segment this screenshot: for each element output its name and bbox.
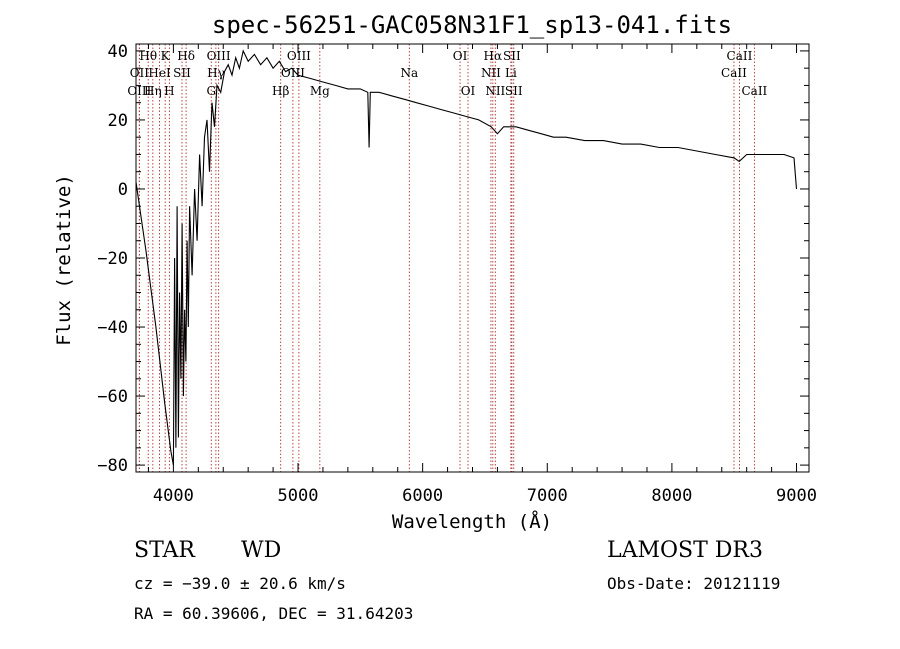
line-label-9: OIII — [207, 49, 231, 63]
line-label-15: Mg — [310, 84, 330, 98]
x-tick-label-8000: 8000 — [651, 486, 692, 506]
line-label-18: OI — [461, 84, 476, 98]
chart-title: spec-56251-GAC058N31F1_sp13-041.fits — [212, 11, 732, 39]
line-label-20: NII — [481, 66, 501, 80]
coordinates: RA = 60.39606, DEC = 31.64203 — [134, 604, 414, 623]
line-label-13: OIII — [281, 66, 305, 80]
y-tick-label--80: −80 — [97, 456, 128, 476]
y-axis-label: Flux (relative) — [53, 174, 75, 346]
x-axis-label: Wavelength (Å) — [392, 510, 552, 533]
line-label-25: CaII — [727, 49, 753, 63]
line-label-16: Na — [400, 66, 418, 80]
spectrum-series-line — [135, 49, 798, 466]
axis-ticks: 4000 5000 6000 7000 8000 9000 −80 −60 −40 −20 0 20 4… — [97, 42, 817, 506]
line-label-7: Hδ — [177, 49, 195, 63]
y-tick-label-20: 20 — [108, 111, 128, 131]
line-label-23: Li — [505, 66, 517, 80]
line-label-12: OIII — [287, 49, 311, 63]
line-label-11: G — [206, 84, 216, 98]
x-tick-label-5000: 5000 — [278, 486, 319, 506]
line-label-6: H — [164, 84, 174, 98]
x-tick-label-4000: 4000 — [153, 486, 194, 506]
plot-frame — [135, 43, 810, 473]
y-tick-label-40: 40 — [108, 42, 128, 62]
line-label-27: CaII — [741, 84, 767, 98]
x-tick-label-6000: 6000 — [402, 486, 443, 506]
survey-label: LAMOST DR3 — [607, 538, 763, 563]
line-labels-layer: Hθ OII OIII K HeI Hη H Hδ SII OIII Hγ G OIII OIII Hβ Mg… — [127, 49, 767, 98]
line-label-8: SII — [173, 66, 191, 80]
y-tick-label--60: −60 — [97, 387, 128, 407]
observation-date: Obs-Date: 20121119 — [607, 574, 781, 593]
y-tick-label--40: −40 — [97, 318, 128, 338]
y-tick-label-0: 0 — [118, 180, 128, 200]
line-label-1: OII — [130, 66, 150, 80]
emission-lines-layer — [138, 44, 755, 472]
y-tick-label--20: −20 — [97, 249, 128, 269]
spectrum-chart: spec-56251-GAC058N31F1_sp13-041.fits Hθ O… — [53, 11, 817, 533]
line-label-21: NII — [485, 84, 505, 98]
object-class: STAR — [134, 538, 195, 563]
line-label-14: Hβ — [272, 84, 289, 98]
line-label-26: CaII — [721, 66, 747, 80]
line-label-5: Hη — [144, 84, 162, 98]
line-label-19: Hα — [484, 49, 503, 63]
object-subclass: WD — [241, 538, 282, 563]
redshift-value: cz = −39.0 ± 20.6 km/s — [134, 574, 346, 593]
x-tick-label-7000: 7000 — [527, 486, 568, 506]
line-label-2: OIII — [127, 84, 151, 98]
line-label-17: OI — [453, 49, 468, 63]
line-label-4: HeI — [148, 66, 171, 80]
line-label-10: Hγ — [207, 66, 225, 80]
line-label-0: Hθ — [139, 49, 157, 63]
line-label-3: K — [161, 49, 171, 63]
line-label-24: SII — [505, 84, 523, 98]
x-tick-label-9000: 9000 — [776, 486, 817, 506]
line-label-22: SII — [503, 49, 521, 63]
